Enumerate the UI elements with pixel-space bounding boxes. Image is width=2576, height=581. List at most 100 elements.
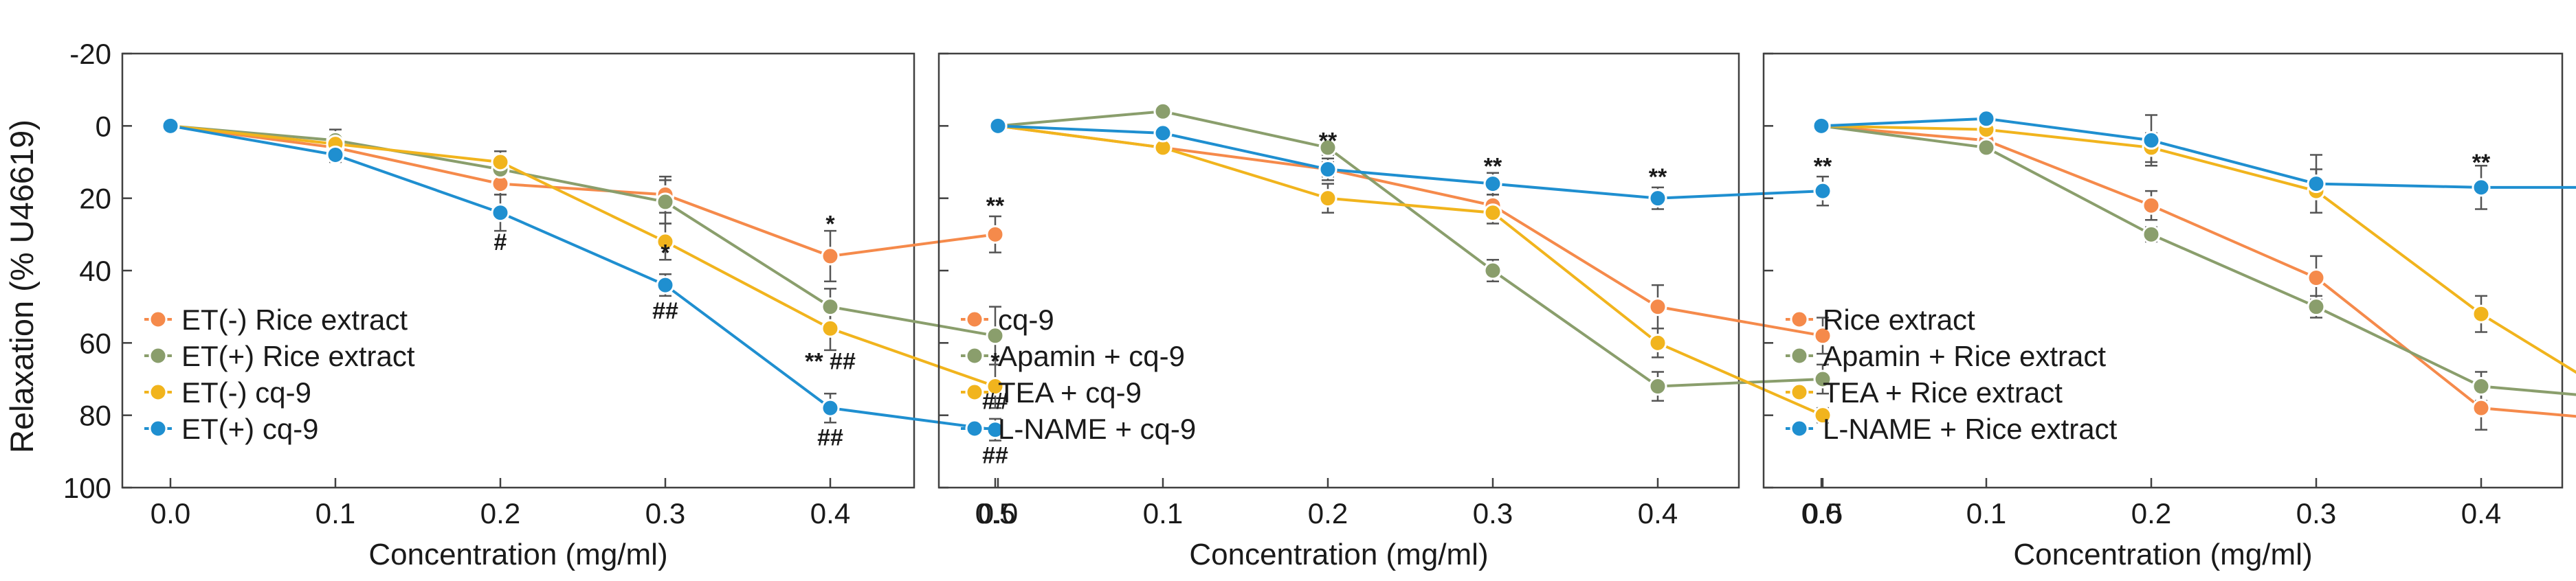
- data-point-series-3: [326, 145, 345, 164]
- data-point-series-2: [1318, 189, 1337, 208]
- legend-label: Rice extract: [1823, 304, 1975, 336]
- x-axis-label: Concentration (mg/ml): [368, 538, 667, 571]
- data-point-series-1: [1153, 102, 1173, 121]
- y-tick-label: 40: [79, 255, 111, 287]
- data-point-series-3: [656, 275, 675, 295]
- x-tick-label: 0.3: [645, 497, 685, 529]
- significance-annotation: ** ##: [805, 349, 856, 375]
- data-point-series-1: [1977, 138, 1996, 157]
- data-point-series-0: [1648, 297, 1667, 317]
- data-point-series-2: [1648, 333, 1667, 352]
- series-line-2: [170, 124, 996, 388]
- x-axis-label: Concentration (mg/ml): [1189, 538, 1488, 571]
- data-point-series-3: [491, 203, 510, 223]
- legend-marker: [1790, 310, 1809, 329]
- series-line-1: [1821, 124, 2576, 396]
- legend-label: cq-9: [998, 304, 1054, 336]
- x-tick-label: 0.2: [2131, 497, 2171, 529]
- data-point-series-2: [2472, 304, 2491, 323]
- significance-annotation: **: [986, 193, 1005, 219]
- data-point-series-2: [1483, 203, 1502, 223]
- legend-marker: [965, 419, 984, 438]
- significance-annotation: ##: [652, 298, 678, 324]
- legend-marker: [1790, 419, 1809, 438]
- significance-annotation: **: [1814, 153, 1832, 179]
- data-point-series-1: [821, 297, 840, 317]
- data-point-series-3: [1977, 109, 1996, 128]
- legend-marker: [148, 310, 168, 329]
- series-line-1: [170, 124, 996, 337]
- data-point-series-3: [821, 398, 840, 418]
- series-line-3: [170, 124, 996, 431]
- significance-annotation: **: [1484, 153, 1502, 179]
- legend-label: TEA + cq-9: [998, 376, 1142, 409]
- data-point-series-3: [1648, 189, 1667, 208]
- x-tick-label: 0.3: [1473, 497, 1513, 529]
- legend-marker: [965, 383, 984, 402]
- series-line-2: [1821, 124, 2576, 374]
- legend-label: L-NAME + cq-9: [998, 413, 1196, 445]
- data-point-series-2: [1813, 406, 1832, 425]
- data-point-series-3: [1813, 181, 1832, 201]
- data-point-series-1: [2142, 225, 2161, 244]
- data-point-series-0: [821, 247, 840, 266]
- x-tick-label: 0.5: [1803, 497, 1843, 529]
- x-tick-label: 0.4: [1638, 497, 1678, 529]
- panel-et-comparison: -20 0 20 40 60 80 100 0.0 0.1 0.2 0.3 0.4 0.5 Concent…: [63, 38, 1015, 571]
- data-point-series-1: [986, 326, 1005, 345]
- data-point-series-0: [1813, 326, 1832, 345]
- data-point-series-2: [986, 377, 1005, 396]
- data-point-series-1: [2307, 297, 2326, 317]
- x-tick-label: 0.1: [1966, 497, 2006, 529]
- data-point-series-3: [1318, 160, 1337, 179]
- data-point-series-0: [2307, 269, 2326, 288]
- x-tick-label: 0.4: [2461, 497, 2501, 529]
- data-point-series-3: [1483, 174, 1502, 194]
- data-point-series-2: [491, 152, 510, 172]
- x-axis-label: Concentration (mg/ml): [2013, 538, 2312, 571]
- x-tick-label: 0.4: [810, 497, 850, 529]
- legend-label: ET(-) cq-9: [181, 376, 311, 409]
- y-tick-label: 100: [63, 472, 111, 504]
- data-point-series-1: [1648, 377, 1667, 396]
- series-line-3: [1821, 117, 2576, 189]
- data-point-series-2: [821, 319, 840, 338]
- data-point-series-1: [1813, 369, 1832, 389]
- legend-marker: [148, 419, 168, 438]
- legend-marker: [1790, 346, 1809, 365]
- series-line-0: [1821, 124, 2576, 418]
- x-tick-label: 0.1: [1143, 497, 1183, 529]
- legend-label: Apamin + Rice extract: [1823, 340, 2106, 372]
- y-tick-label: 20: [79, 183, 111, 215]
- significance-annotation: *: [660, 240, 670, 266]
- legend-label: ET(-) Rice extract: [181, 304, 408, 336]
- series-line-2: [997, 124, 1823, 417]
- legend-marker: [965, 310, 984, 329]
- data-point-series-1: [2472, 377, 2491, 396]
- legend-label: Apamin + cq-9: [998, 340, 1185, 372]
- legend-marker: [148, 346, 168, 365]
- series-line-1: [997, 110, 1823, 388]
- data-point-series-3: [988, 116, 1008, 135]
- y-tick-label: 60: [79, 327, 111, 359]
- x-tick-label: 0.0: [978, 497, 1018, 529]
- series-line-0: [170, 124, 996, 258]
- significance-annotation: ##: [817, 424, 843, 451]
- data-point-series-0: [2472, 398, 2491, 418]
- significance-annotation: ##: [982, 443, 1008, 469]
- y-tick-label: 0: [96, 110, 111, 142]
- x-tick-label: 0.3: [2296, 497, 2336, 529]
- x-tick-label: 0.0: [1801, 497, 1841, 529]
- series-line-3: [997, 124, 1823, 200]
- panel-cq9-inhibitors: 0.0 0.1 0.2 0.3 0.4 0.5 Concentration (mg/ml) *…: [937, 52, 1843, 571]
- x-tick-label: 0.5: [975, 497, 1015, 529]
- x-tick-label: 0.1: [315, 497, 355, 529]
- data-point-series-3: [2307, 174, 2326, 194]
- y-tick-label: 80: [79, 400, 111, 432]
- data-point-series-2: [656, 232, 675, 251]
- series-line-0: [997, 124, 1823, 337]
- data-point-series-0: [2142, 196, 2161, 215]
- legend-marker: [1790, 383, 1809, 402]
- legend-marker: [148, 383, 168, 402]
